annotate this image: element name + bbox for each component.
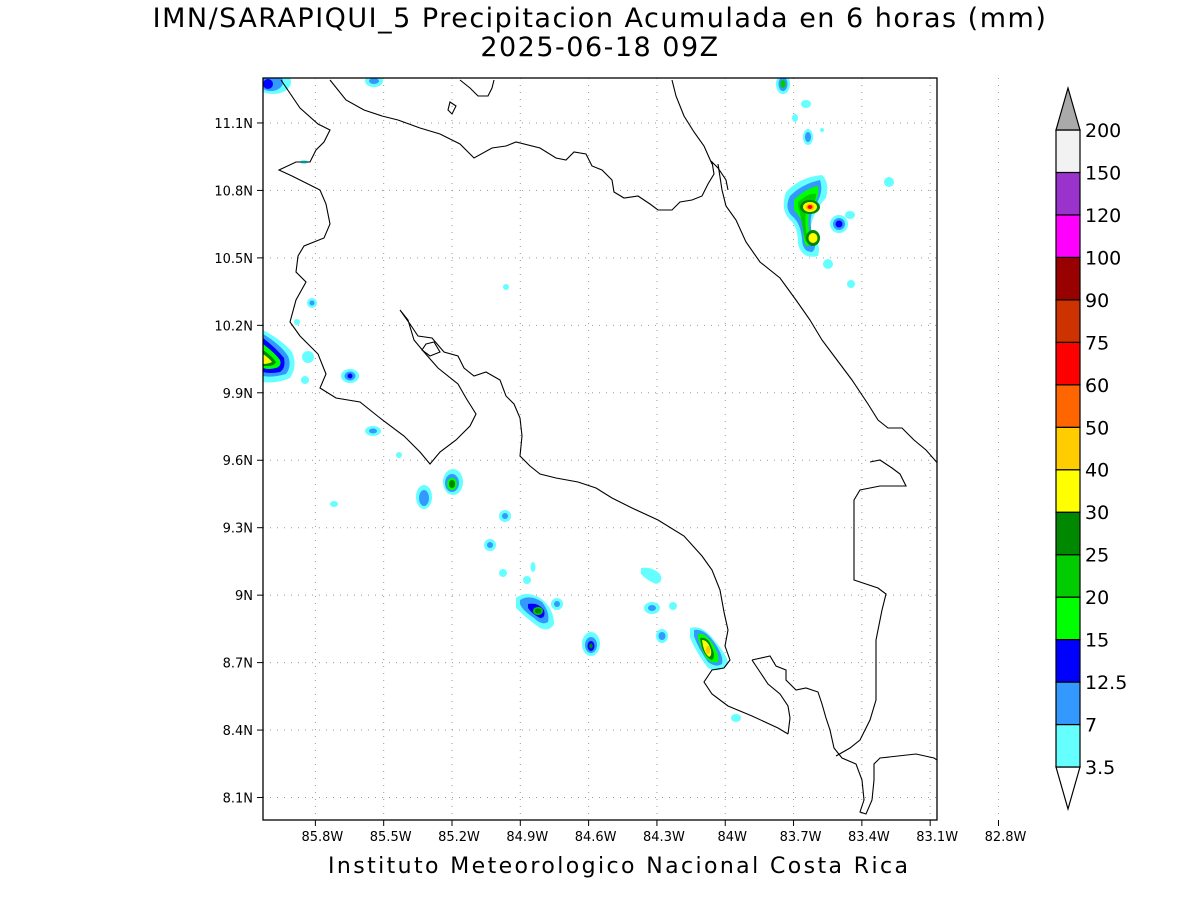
colorbar-label: 20 <box>1085 587 1109 609</box>
precip-cell <box>263 160 509 384</box>
precip-cell <box>582 632 600 656</box>
precip-cell <box>641 567 741 722</box>
colorbar-bin <box>1055 256 1081 301</box>
map-frame <box>262 77 938 821</box>
colorbar-label: 100 <box>1085 247 1121 269</box>
colorbar-bin <box>1055 554 1081 598</box>
coastline <box>277 79 937 815</box>
precip-cell <box>783 175 828 257</box>
precip-cell <box>330 369 402 507</box>
colorbar-label: 15 <box>1085 630 1109 652</box>
colorbar-label: 50 <box>1085 417 1109 439</box>
colorbar-label: 60 <box>1085 375 1109 397</box>
precip-cell <box>263 78 383 94</box>
colorbar-label: 75 <box>1085 332 1109 354</box>
lon-tick-label: 85.8W <box>301 830 343 845</box>
lon-tick-label: 85.2W <box>438 830 480 845</box>
lat-tick-label: 10.5N <box>214 252 253 267</box>
colorbar-label: 90 <box>1085 290 1109 312</box>
lon-tick-label: 83.7W <box>780 830 822 845</box>
colorbar-label: 120 <box>1085 205 1121 227</box>
lat-tick-label: 9.3N <box>223 522 253 537</box>
colorbar-bin <box>1055 384 1081 428</box>
lat-tick-label: 10.2N <box>214 319 253 334</box>
lat-tick-label: 9.9N <box>223 387 253 402</box>
lat-tick-label: 9.6N <box>223 454 253 469</box>
lon-tick-label: 82.8W <box>985 830 1027 845</box>
colorbar-label: 200 <box>1085 120 1121 142</box>
map-title: IMN/SARAPIQUI_5 Precipitacion Acumulada … <box>152 3 1048 34</box>
lon-tick-label: 84.6W <box>575 830 617 845</box>
map-ticks: 11.1N 10.8N 10.5N 10.2N 9.9N 9.6N 9.3N 9N 8.7N 8.… <box>214 117 1026 845</box>
colorbar-bin <box>1055 681 1081 726</box>
colorbar-label: 150 <box>1085 162 1121 184</box>
colorbar-lower-extension <box>1055 766 1081 812</box>
colorbar-bin <box>1055 214 1081 259</box>
lon-tick-label: 83.4W <box>848 830 890 845</box>
colorbar-bin <box>1055 511 1081 556</box>
precipitation-field <box>263 78 894 722</box>
colorbar-upper-extension <box>1055 85 1081 131</box>
colorbar-bin <box>1055 723 1081 768</box>
colorbar-label: 12.5 <box>1085 672 1127 694</box>
colorbar-label: 25 <box>1085 545 1109 567</box>
colorbar-label: 40 <box>1085 460 1109 482</box>
lat-tick-label: 8.1N <box>223 792 253 807</box>
colorbar-bin <box>1055 129 1081 174</box>
lon-tick-label: 84.9W <box>506 830 548 845</box>
lat-tick-label: 9N <box>235 589 253 604</box>
lat-tick-label: 10.8N <box>214 184 253 199</box>
lon-tick-label: 83.1W <box>916 830 958 845</box>
lon-tick-label: 85.5W <box>370 830 412 845</box>
colorbar-bin <box>1055 171 1081 216</box>
colorbar-bin <box>1055 469 1081 513</box>
precip-cell <box>516 594 554 630</box>
colorbar-bin <box>1055 299 1081 343</box>
precip-cell <box>776 78 894 288</box>
colorbar-bin <box>1055 426 1081 471</box>
colorbar-bin <box>1055 638 1081 683</box>
map-gridlines <box>263 78 999 820</box>
lon-tick-label: 84W <box>718 830 748 845</box>
lat-tick-label: 8.7N <box>223 657 253 672</box>
colorbar-label: 3.5 <box>1085 757 1115 779</box>
precip-cell <box>416 469 563 610</box>
colorbar-bin <box>1055 596 1081 641</box>
map-datetime: 2025-06-18 09Z <box>480 32 720 63</box>
precip-cell <box>690 627 728 671</box>
lat-tick-label: 8.4N <box>223 724 253 739</box>
footer-credit: Instituto Meteorologico Nacional Costa R… <box>328 854 911 879</box>
colorbar-label: 7 <box>1085 715 1097 737</box>
colorbar-label: 30 <box>1085 502 1109 524</box>
precipitation-colorbar: 3.5 7 12.5 15 20 25 30 40 50 60 75 90 100 120 150 200 <box>1055 85 1127 812</box>
lon-tick-label: 84.3W <box>643 830 685 845</box>
lat-tick-label: 11.1N <box>214 117 253 132</box>
colorbar-bin <box>1055 341 1081 386</box>
